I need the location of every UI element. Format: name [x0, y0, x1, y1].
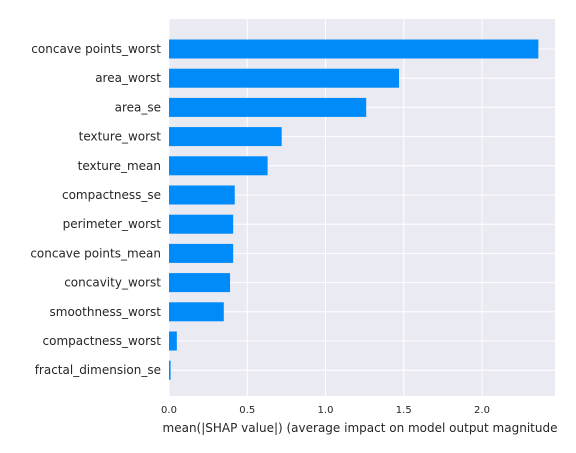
bar	[169, 39, 539, 59]
y-tick-label: compactness_worst	[43, 334, 162, 348]
bar	[169, 214, 234, 234]
y-tick-label: area_worst	[95, 71, 161, 85]
x-tick-label: 1.5	[396, 405, 412, 416]
bar	[169, 127, 282, 147]
y-tick-label: area_se	[115, 100, 161, 114]
x-tick-label: 1.0	[318, 405, 334, 416]
bars	[169, 39, 539, 380]
x-tick-label: 0.0	[161, 405, 177, 416]
y-tick-label: texture_mean	[78, 159, 161, 173]
x-axis-label: mean(|SHAP value|) (average impact on mo…	[163, 421, 558, 435]
bar	[169, 156, 268, 176]
y-tick-label: concavity_worst	[64, 276, 161, 290]
y-tick-label: perimeter_worst	[63, 217, 162, 231]
bar	[169, 302, 224, 322]
bar	[169, 185, 235, 205]
x-tick-label: 2.0	[474, 405, 490, 416]
bar	[169, 273, 231, 293]
bar	[169, 68, 400, 88]
y-tick-label: fractal_dimension_se	[35, 363, 161, 377]
bar	[169, 331, 177, 351]
bar	[169, 97, 367, 117]
y-tick-label: concave points_worst	[31, 42, 161, 56]
y-tick-label: smoothness_worst	[50, 305, 162, 319]
x-tick-labels: 0.0 0.5 1.0 1.5 2.0	[161, 405, 490, 416]
y-tick-label: compactness_se	[62, 188, 161, 202]
y-tick-label: texture_worst	[79, 130, 162, 144]
bar	[169, 360, 171, 380]
x-tick-label: 0.5	[239, 405, 255, 416]
y-tick-labels: concave points_worst area_worst area_setex…	[30, 42, 161, 377]
bar	[169, 243, 234, 263]
y-tick-label: concave points_mean	[30, 246, 161, 260]
